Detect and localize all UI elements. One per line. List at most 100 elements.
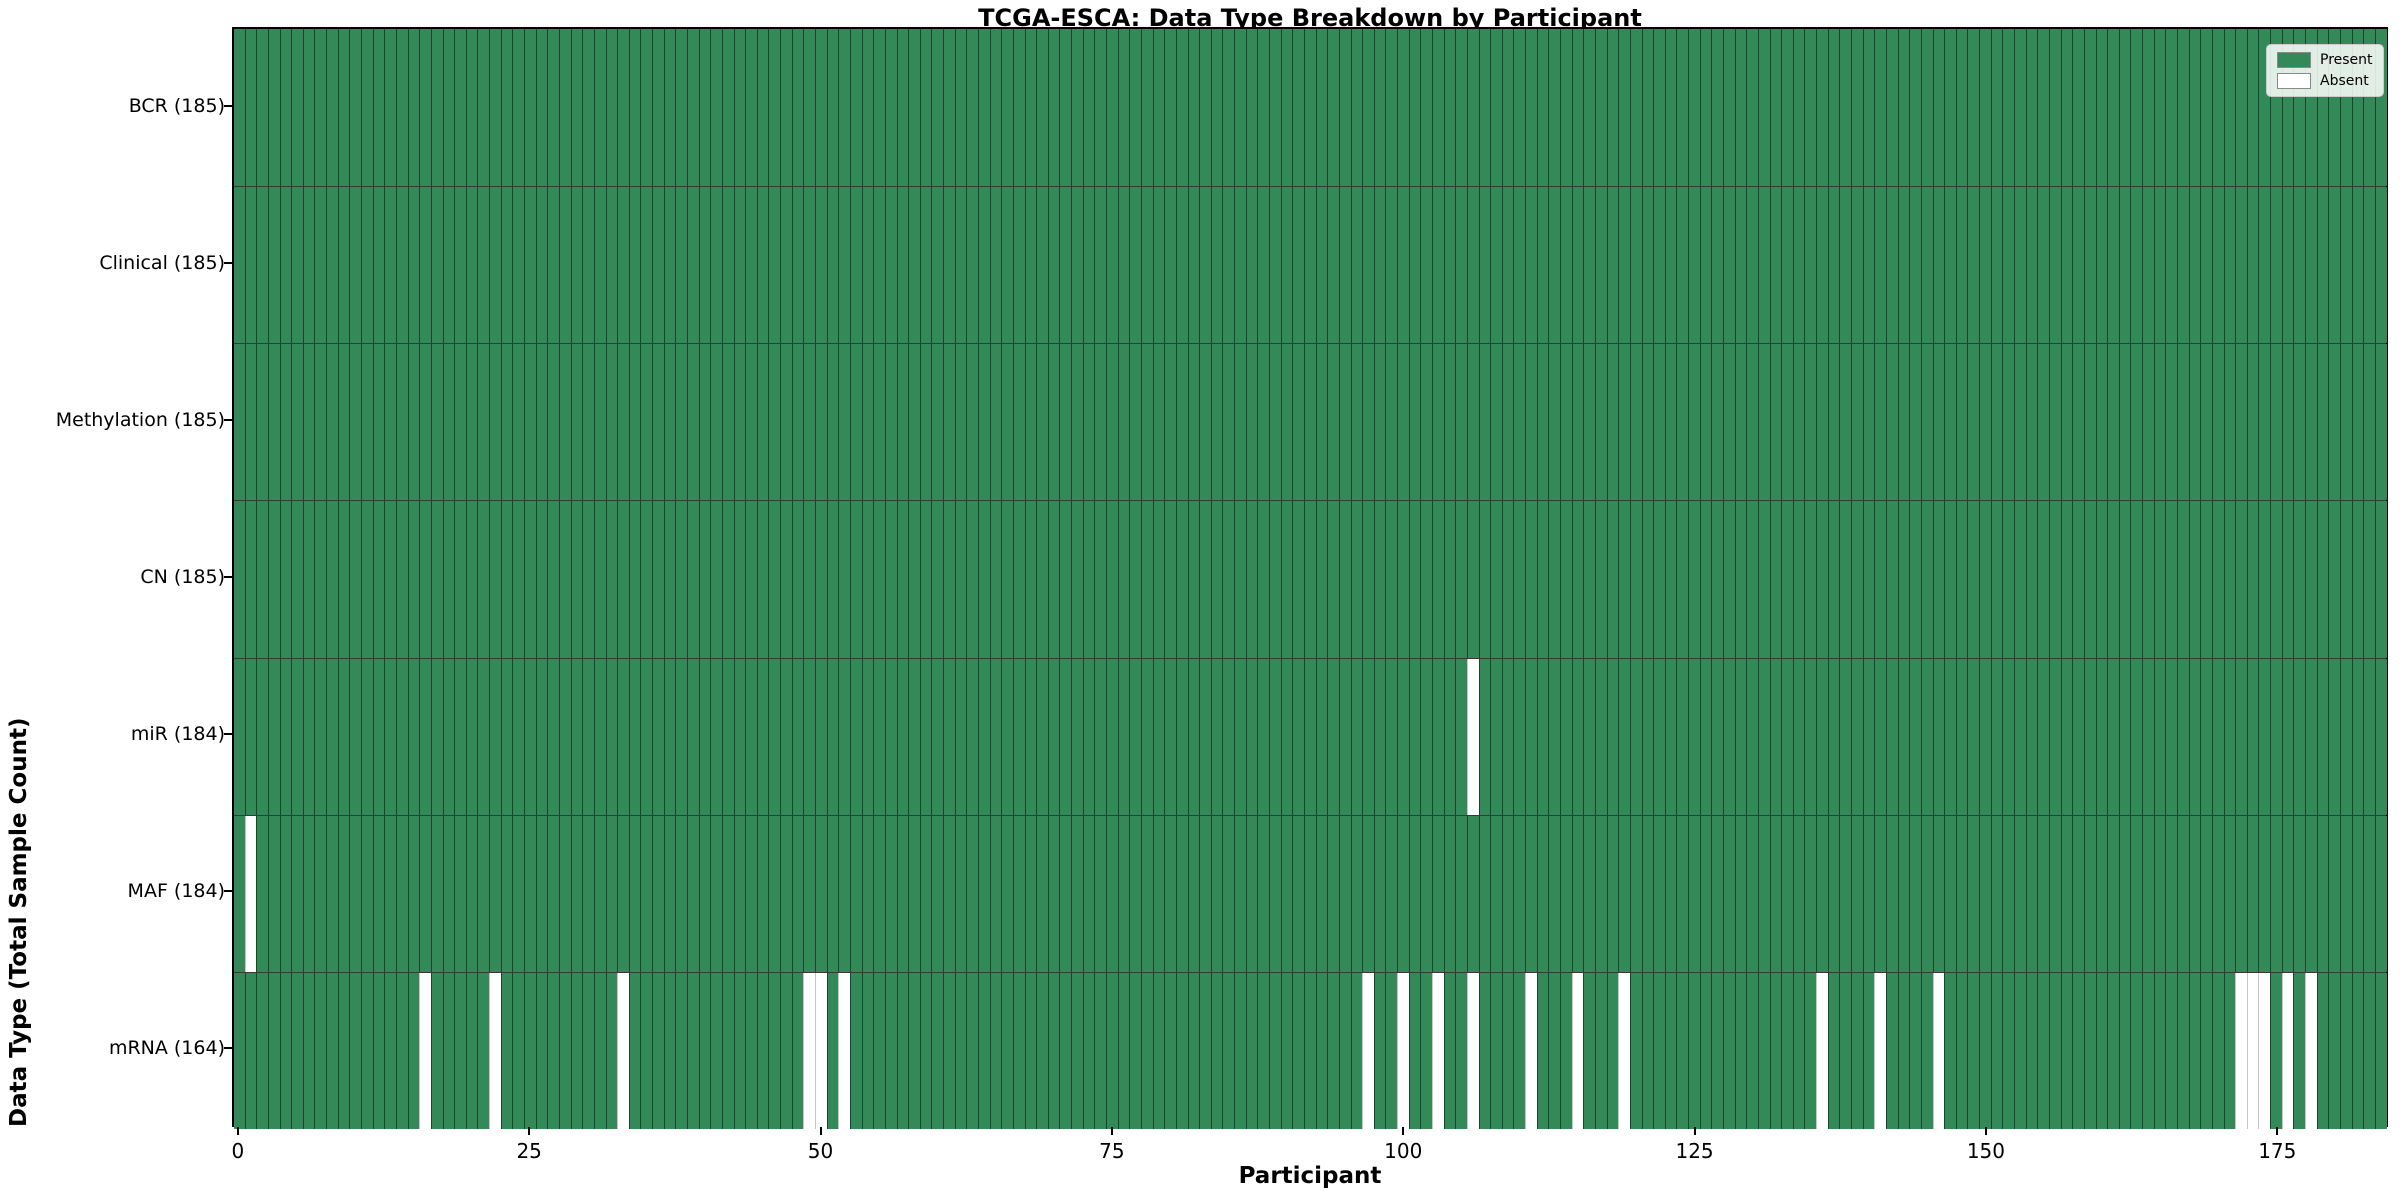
heatmap-cell — [1071, 658, 1083, 815]
heatmap-cell — [454, 972, 466, 1129]
heatmap-cell — [2130, 29, 2143, 187]
heatmap-cell — [1420, 658, 1432, 815]
heatmap-cell — [489, 658, 501, 815]
heatmap-cell — [2048, 815, 2061, 972]
heatmap-cell — [1071, 344, 1083, 501]
heatmap-cell — [1466, 29, 1479, 187]
heatmap-cell — [1431, 344, 1444, 501]
heatmap-cell — [756, 29, 769, 187]
heatmap-cell — [1327, 187, 1339, 344]
heatmap-cell — [1874, 972, 1886, 1129]
heatmap-cell — [1967, 815, 1980, 972]
heatmap-cell — [1711, 815, 1723, 972]
heatmap-cell — [1560, 187, 1572, 344]
heatmap-cell — [2305, 344, 2317, 501]
heatmap-cell — [1012, 658, 1025, 815]
heatmap-cell — [1338, 29, 1351, 187]
heatmap-cell — [384, 344, 396, 501]
heatmap-cell — [2235, 29, 2247, 187]
heatmap-cell — [2176, 344, 2189, 501]
heatmap-cell — [2037, 187, 2049, 344]
heatmap-cell — [1641, 29, 1654, 187]
heatmap-cell — [721, 658, 734, 815]
heatmap-cell — [1827, 972, 1840, 1129]
heatmap-cell — [512, 815, 525, 972]
heatmap-cell — [1641, 187, 1654, 344]
heatmap-cell — [652, 658, 664, 815]
heatmap-cell — [1955, 29, 1968, 187]
heatmap-cell — [1315, 501, 1328, 658]
heatmap-cell — [1350, 815, 1363, 972]
heatmap-cell — [2200, 29, 2212, 187]
heatmap-cell — [838, 972, 850, 1129]
heatmap-cell — [2118, 501, 2131, 658]
heatmap-cell — [477, 344, 490, 501]
heatmap-cell — [1897, 658, 1910, 815]
legend-label: Present — [2320, 52, 2373, 68]
heatmap-cell — [617, 658, 629, 815]
heatmap-cell — [1199, 344, 1211, 501]
heatmap-cell — [2211, 658, 2224, 815]
heatmap-cell — [1373, 815, 1386, 972]
heatmap-cell — [2293, 29, 2306, 187]
heatmap-cell — [1257, 815, 1270, 972]
heatmap-cell — [1525, 187, 1537, 344]
heatmap-cell — [430, 658, 443, 815]
heatmap-cell — [943, 815, 955, 972]
heatmap-cell — [1746, 815, 1758, 972]
heatmap-cell — [1629, 187, 1642, 344]
heatmap-cell — [1199, 658, 1211, 815]
heatmap-cell — [1373, 972, 1386, 1129]
heatmap-cell — [582, 501, 594, 658]
heatmap-cell — [2072, 972, 2084, 1129]
heatmap-cell — [1839, 501, 1852, 658]
heatmap-cell — [1257, 972, 1270, 1129]
heatmap-cell — [2351, 815, 2364, 972]
heatmap-cell — [2095, 501, 2108, 658]
heatmap-cell — [1071, 29, 1083, 187]
heatmap-cell — [2083, 815, 2096, 972]
heatmap-cell — [884, 658, 897, 815]
heatmap-cell — [442, 972, 455, 1129]
y-tick-label-CN: CN (185) — [140, 566, 225, 588]
heatmap-cell — [1373, 187, 1386, 344]
heatmap-cell — [1792, 29, 1805, 187]
heatmap-cell — [1606, 815, 1619, 972]
heatmap-cell — [477, 815, 490, 972]
heatmap-cell — [756, 972, 769, 1129]
heatmap-cell — [2060, 344, 2073, 501]
heatmap-cell — [1478, 187, 1491, 344]
heatmap-cell — [1292, 344, 1304, 501]
heatmap-cell — [1431, 29, 1444, 187]
heatmap-cell — [710, 187, 722, 344]
heatmap-cell — [2107, 815, 2119, 972]
heatmap-cell — [896, 658, 909, 815]
heatmap-cell — [745, 344, 757, 501]
heatmap-cell — [1688, 344, 1700, 501]
heatmap-cell — [2363, 972, 2375, 1129]
heatmap-cell — [1199, 501, 1211, 658]
heatmap-cell — [1303, 972, 1316, 1129]
heatmap-cell — [1455, 815, 1467, 972]
heatmap-cell — [244, 344, 257, 501]
heatmap-cell — [1676, 658, 1689, 815]
heatmap-cell — [1862, 29, 1875, 187]
heatmap-row-mRNA — [234, 971, 2387, 1129]
heatmap-cell — [372, 658, 385, 815]
heatmap-cell — [419, 344, 431, 501]
heatmap-cell — [1466, 972, 1479, 1129]
heatmap-cell — [2165, 815, 2177, 972]
heatmap-cell — [2130, 501, 2143, 658]
heatmap-cell — [954, 658, 967, 815]
heatmap-cell — [407, 29, 420, 187]
heatmap-cell — [1804, 658, 1817, 815]
heatmap-cell — [500, 658, 513, 815]
heatmap-cell — [349, 187, 362, 344]
heatmap-cell — [1234, 658, 1246, 815]
heatmap-cell — [489, 187, 501, 344]
heatmap-cell — [1769, 344, 1782, 501]
heatmap-cell — [326, 658, 338, 815]
heatmap-cell — [2165, 29, 2177, 187]
heatmap-cell — [1862, 815, 1875, 972]
heatmap-cell — [1874, 187, 1886, 344]
